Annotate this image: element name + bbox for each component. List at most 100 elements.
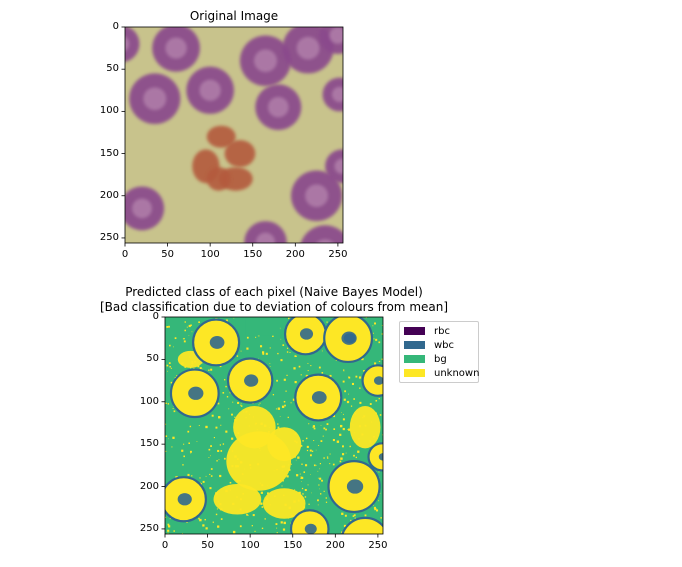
speck xyxy=(315,464,317,466)
speck xyxy=(372,325,374,327)
speck xyxy=(354,517,356,519)
speck xyxy=(165,516,167,518)
speck xyxy=(174,337,177,340)
speck xyxy=(171,446,173,448)
speck xyxy=(332,439,335,442)
speck xyxy=(363,370,365,372)
rbc-center-12 xyxy=(316,239,334,243)
speck xyxy=(168,525,171,528)
speck xyxy=(379,414,382,416)
speck xyxy=(382,434,383,436)
speck xyxy=(251,525,253,527)
class-bg-band xyxy=(245,317,280,336)
speck xyxy=(325,501,328,503)
rbc-region-6 xyxy=(361,364,383,397)
rbc-center-3 xyxy=(199,79,221,101)
speck xyxy=(343,524,347,528)
rbc-center-4 xyxy=(143,87,167,111)
speck xyxy=(295,355,297,357)
speck xyxy=(283,521,286,525)
speck xyxy=(304,488,307,492)
speck xyxy=(282,479,284,482)
chart1-ytick-label-100: 100 xyxy=(99,105,119,117)
speck xyxy=(355,375,358,378)
rbc-center-mark-0 xyxy=(209,336,225,349)
speck xyxy=(223,379,226,381)
speck xyxy=(293,367,296,370)
speck xyxy=(343,398,346,401)
rbc-center-10 xyxy=(132,198,152,219)
speck xyxy=(319,488,320,490)
speck xyxy=(205,527,208,530)
speck xyxy=(359,387,361,389)
speck xyxy=(301,487,304,490)
speck xyxy=(240,404,242,406)
speck xyxy=(305,437,308,440)
speck xyxy=(348,428,351,431)
speck xyxy=(276,379,278,382)
speck xyxy=(285,390,287,392)
rbc-center-6 xyxy=(329,27,343,44)
speck xyxy=(222,392,225,394)
speck xyxy=(321,350,323,352)
speck xyxy=(282,344,285,346)
wbc-lobe-0 xyxy=(206,125,236,148)
speck xyxy=(318,484,320,486)
speck xyxy=(346,400,350,404)
speck xyxy=(307,484,309,486)
speck xyxy=(295,459,297,461)
chart1-xtick-label-100: 100 xyxy=(200,249,220,260)
speck xyxy=(327,457,329,459)
speck xyxy=(301,463,303,465)
speck xyxy=(216,460,218,462)
speck xyxy=(336,440,340,443)
chart2-xtick-label-100: 100 xyxy=(240,540,260,551)
speck xyxy=(343,370,345,372)
chart1-frame xyxy=(124,26,344,244)
speck xyxy=(188,335,190,337)
chart2-ytick-label-250: 250 xyxy=(139,522,159,534)
speck xyxy=(335,359,337,361)
speck xyxy=(165,402,167,404)
chart2-xtick-label-200: 200 xyxy=(325,540,345,551)
speck xyxy=(260,502,263,505)
speck xyxy=(287,416,289,419)
speck xyxy=(168,438,169,440)
rbc-center-2 xyxy=(296,36,320,60)
chart2-ytick-label-200: 200 xyxy=(139,480,159,492)
rbc-center-mark-3 xyxy=(244,374,259,387)
speck xyxy=(320,425,322,426)
rbc-region-7 xyxy=(367,442,383,472)
speck xyxy=(353,454,355,457)
speck xyxy=(332,463,335,466)
chart1-xtick-label-0: 0 xyxy=(121,249,129,260)
chart2-ytick-label-50: 50 xyxy=(146,353,159,365)
speck xyxy=(173,410,176,413)
speck xyxy=(319,468,321,470)
speck xyxy=(280,521,283,524)
speck xyxy=(202,524,205,527)
rbc-center-mark-10 xyxy=(304,523,317,534)
speck xyxy=(348,393,350,395)
speck xyxy=(373,506,376,509)
speck xyxy=(220,450,222,452)
speck xyxy=(369,403,372,405)
speck xyxy=(233,317,235,319)
rbc-center-mark-8 xyxy=(346,479,364,494)
speck xyxy=(339,433,342,436)
speck xyxy=(260,491,263,494)
speck xyxy=(258,404,260,406)
speck xyxy=(208,457,210,458)
speck xyxy=(374,322,377,325)
speck xyxy=(217,402,220,405)
speck xyxy=(311,450,314,452)
chart2-xtick-label-250: 250 xyxy=(368,540,388,551)
speck xyxy=(231,413,233,416)
speck xyxy=(289,352,291,354)
speck xyxy=(319,493,322,495)
speck xyxy=(210,468,213,470)
speck xyxy=(332,414,336,418)
legend-label-unknown: unknown xyxy=(434,367,480,379)
chart1-ytick-label-250: 250 xyxy=(99,231,119,243)
speck xyxy=(378,471,380,473)
